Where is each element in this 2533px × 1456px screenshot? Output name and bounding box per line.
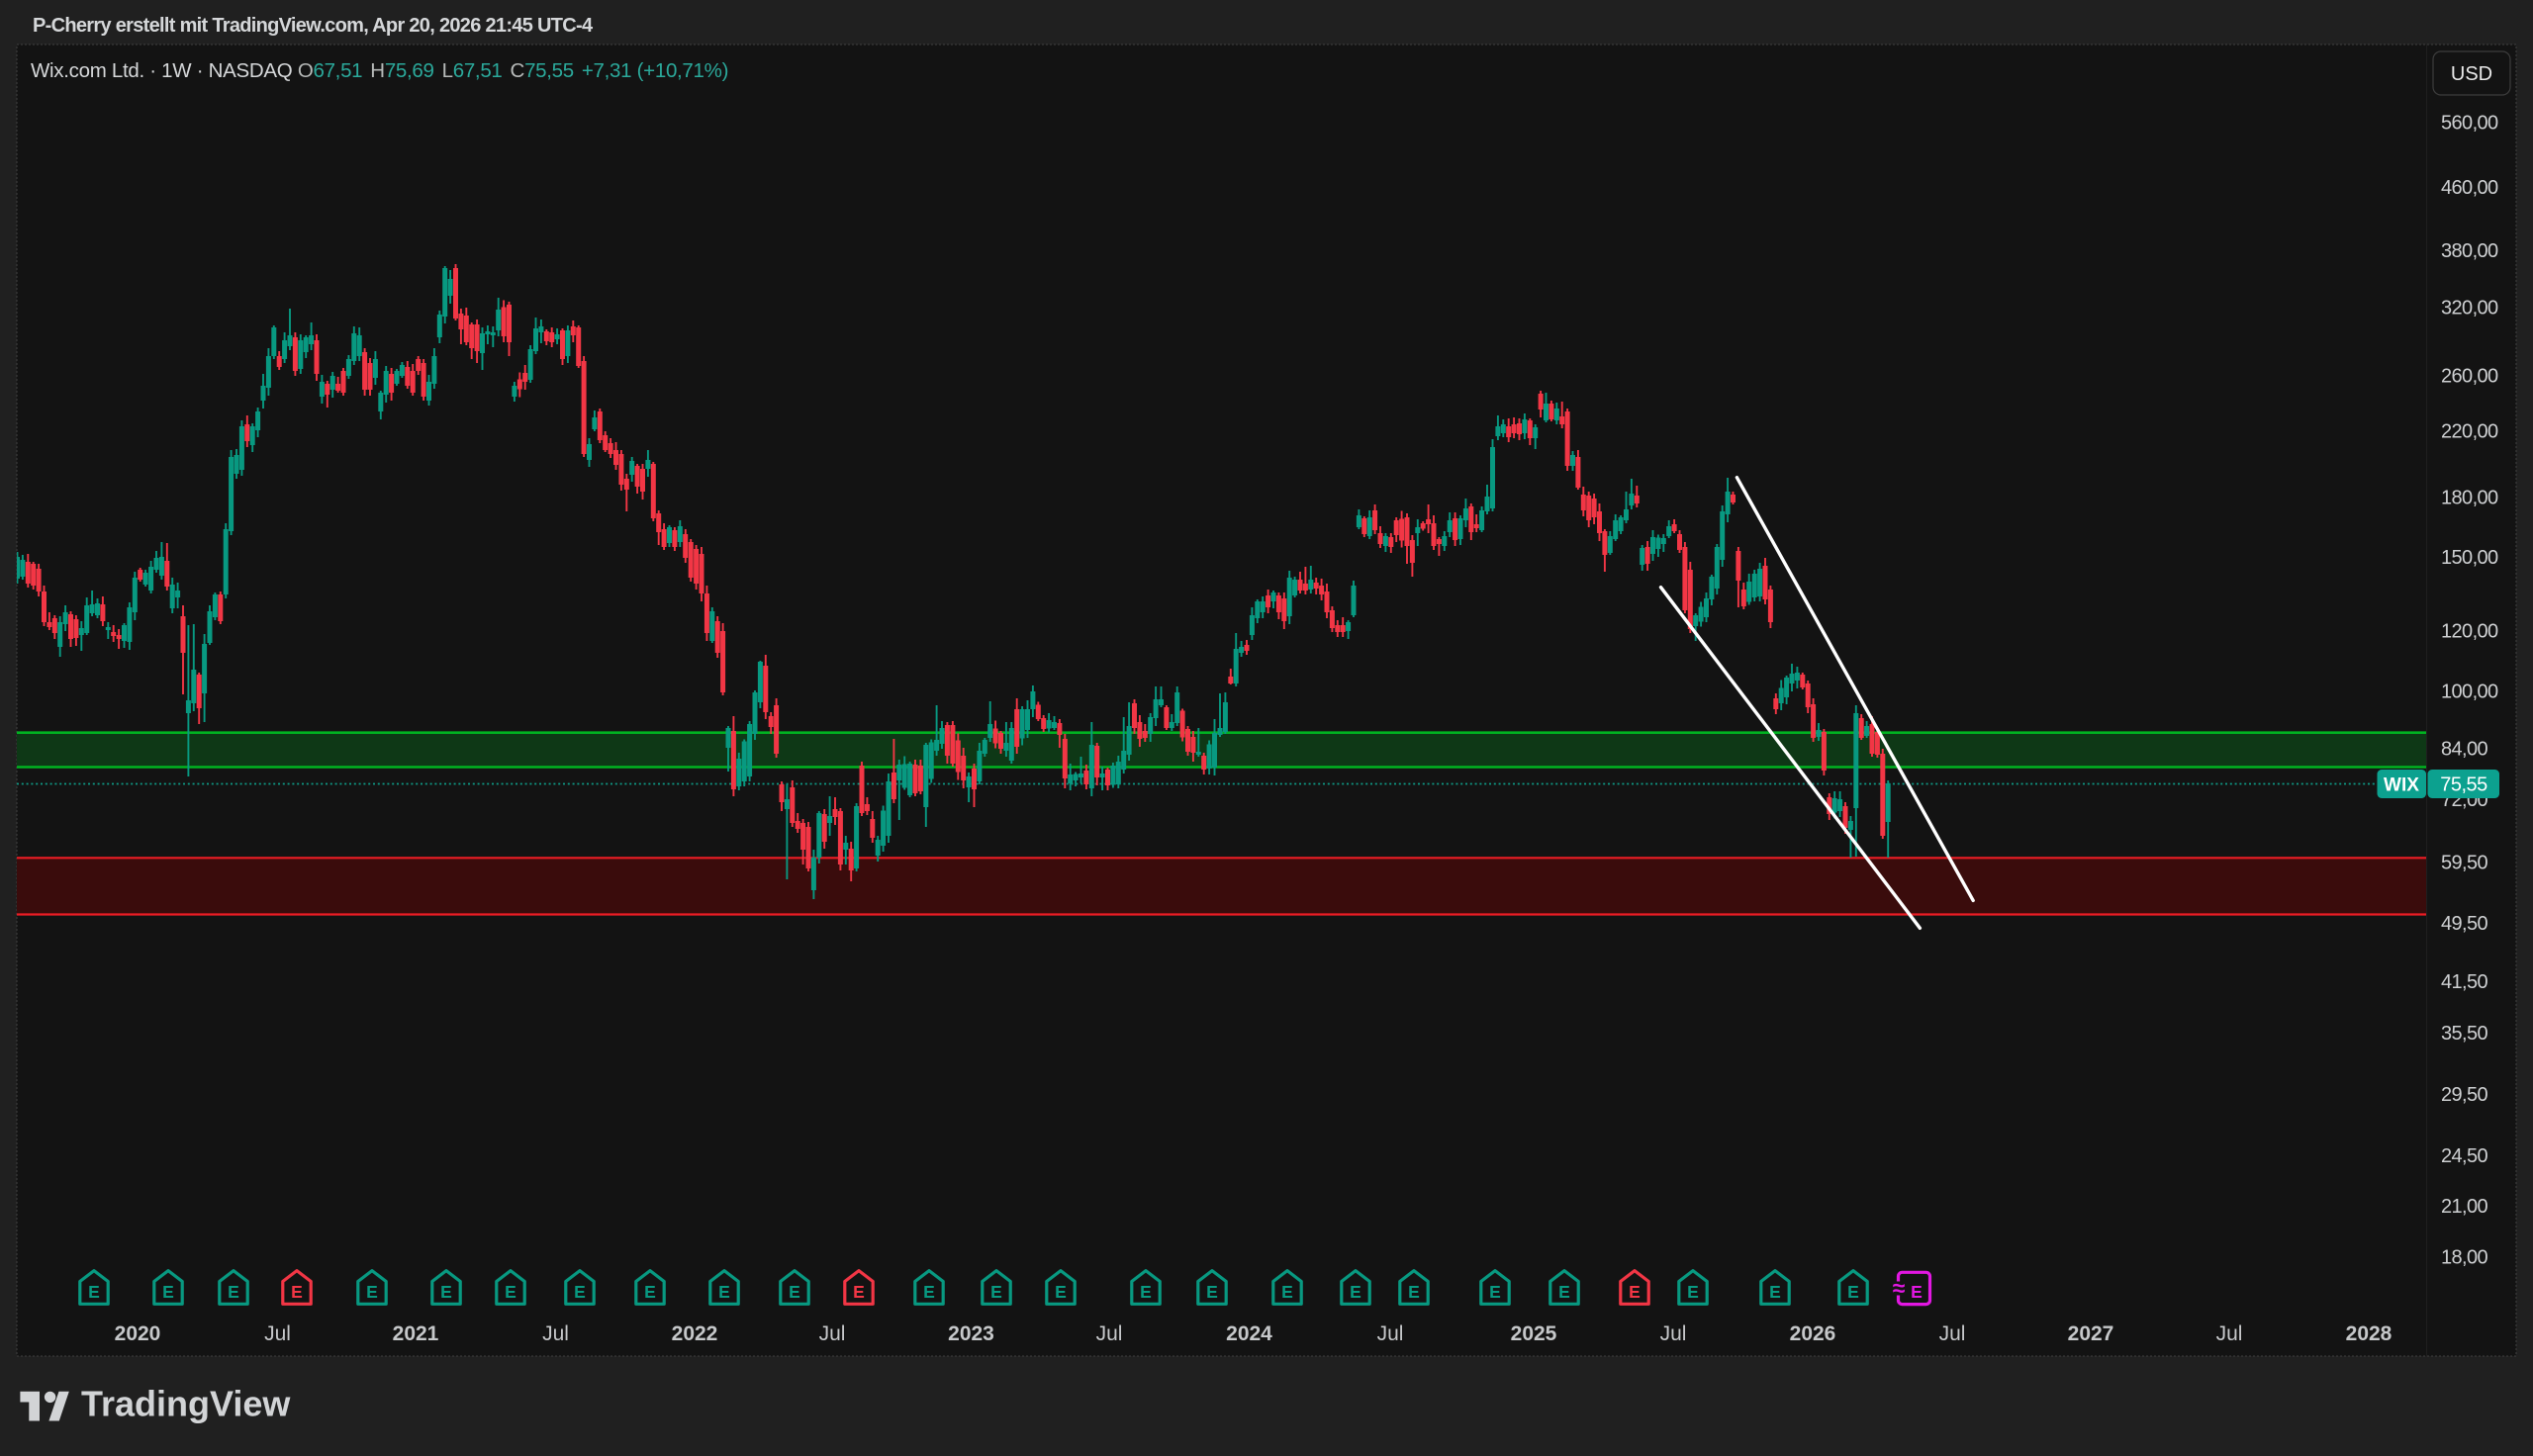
svg-text:E: E <box>1281 1282 1293 1302</box>
svg-text:2022: 2022 <box>672 1322 718 1345</box>
svg-text:18,00: 18,00 <box>2441 1247 2488 1269</box>
svg-text:E: E <box>440 1282 452 1302</box>
svg-text:180,00: 180,00 <box>2441 487 2498 508</box>
svg-text:≈: ≈ <box>1893 1275 1906 1301</box>
svg-text:E: E <box>1629 1282 1641 1302</box>
svg-text:260,00: 260,00 <box>2441 366 2498 388</box>
svg-text:2020: 2020 <box>115 1322 161 1345</box>
svg-text:24,50: 24,50 <box>2441 1145 2488 1167</box>
svg-text:E: E <box>718 1282 730 1302</box>
svg-text:84,00: 84,00 <box>2441 739 2488 761</box>
svg-text:220,00: 220,00 <box>2441 420 2498 442</box>
svg-text:Jul: Jul <box>1939 1322 1966 1345</box>
svg-text:Jul: Jul <box>819 1322 846 1345</box>
svg-text:Jul: Jul <box>264 1322 291 1345</box>
svg-text:59,50: 59,50 <box>2441 853 2488 874</box>
svg-text:2026: 2026 <box>1790 1322 1836 1345</box>
svg-text:E: E <box>1847 1282 1859 1302</box>
svg-text:E: E <box>1350 1282 1361 1302</box>
svg-text:21,00: 21,00 <box>2441 1196 2488 1218</box>
svg-text:TradingView: TradingView <box>81 1384 291 1424</box>
svg-text:E: E <box>1408 1282 1420 1302</box>
svg-text:E: E <box>1055 1282 1067 1302</box>
svg-text:100,00: 100,00 <box>2441 681 2498 702</box>
svg-text:560,00: 560,00 <box>2441 113 2498 135</box>
svg-text:41,50: 41,50 <box>2441 971 2488 993</box>
svg-text:2024: 2024 <box>1226 1322 1272 1345</box>
svg-text:P-Cherry erstellt mit TradingV: P-Cherry erstellt mit TradingView.com, A… <box>33 15 594 37</box>
svg-text:2025: 2025 <box>1511 1322 1557 1345</box>
svg-text:E: E <box>291 1282 303 1302</box>
svg-text:49,50: 49,50 <box>2441 913 2488 935</box>
svg-text:Jul: Jul <box>1660 1322 1687 1345</box>
svg-text:Jul: Jul <box>1096 1322 1123 1345</box>
svg-text:Jul: Jul <box>542 1322 569 1345</box>
svg-text:2028: 2028 <box>2346 1322 2392 1345</box>
svg-text:E: E <box>644 1282 656 1302</box>
svg-text:E: E <box>789 1282 800 1302</box>
svg-text:35,50: 35,50 <box>2441 1023 2488 1045</box>
svg-text:E: E <box>1769 1282 1781 1302</box>
svg-text:320,00: 320,00 <box>2441 297 2498 318</box>
svg-text:2027: 2027 <box>2068 1322 2114 1345</box>
svg-text:E: E <box>853 1282 865 1302</box>
svg-text:E: E <box>1489 1282 1501 1302</box>
svg-text:E: E <box>574 1282 586 1302</box>
svg-text:Jul: Jul <box>1377 1322 1404 1345</box>
svg-text:380,00: 380,00 <box>2441 240 2498 262</box>
svg-text:E: E <box>228 1282 239 1302</box>
svg-text:E: E <box>88 1282 100 1302</box>
svg-text:E: E <box>990 1282 1002 1302</box>
svg-text:WIX: WIX <box>2384 775 2419 796</box>
svg-text:120,00: 120,00 <box>2441 621 2498 643</box>
svg-text:Jul: Jul <box>2216 1322 2243 1345</box>
svg-text:150,00: 150,00 <box>2441 547 2498 569</box>
svg-text:2021: 2021 <box>393 1322 439 1345</box>
svg-text:E: E <box>1206 1282 1218 1302</box>
svg-text:75,55: 75,55 <box>2440 774 2487 796</box>
svg-text:USD: USD <box>2451 63 2492 85</box>
svg-text:E: E <box>366 1282 378 1302</box>
svg-text:E: E <box>1911 1282 1923 1302</box>
svg-text:Wix.com Ltd. · 1W · NASDAQ O67: Wix.com Ltd. · 1W · NASDAQ O67,51 H75,69 L… <box>31 59 728 82</box>
svg-text:E: E <box>505 1282 516 1302</box>
svg-text:E: E <box>1687 1282 1699 1302</box>
svg-text:E: E <box>923 1282 935 1302</box>
svg-text:E: E <box>162 1282 174 1302</box>
svg-text:2023: 2023 <box>948 1322 994 1345</box>
svg-text:460,00: 460,00 <box>2441 177 2498 199</box>
svg-text:E: E <box>1140 1282 1152 1302</box>
svg-text:29,50: 29,50 <box>2441 1084 2488 1106</box>
svg-text:E: E <box>1558 1282 1570 1302</box>
